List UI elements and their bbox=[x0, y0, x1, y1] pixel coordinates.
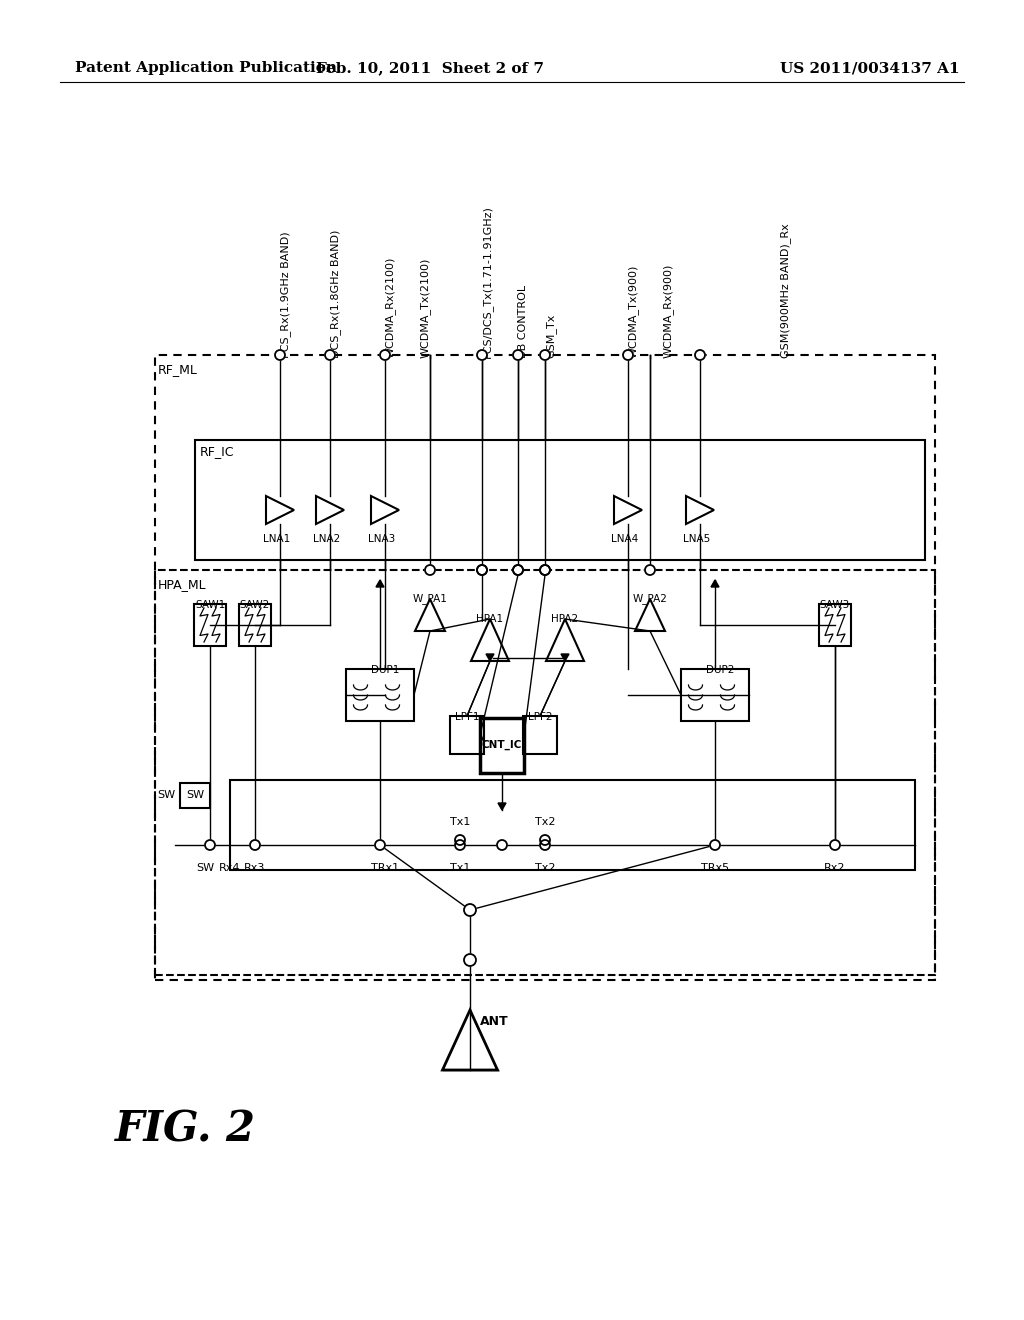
Circle shape bbox=[695, 350, 705, 360]
Circle shape bbox=[540, 840, 550, 850]
Text: LPF1: LPF1 bbox=[455, 711, 479, 722]
Text: LNA3: LNA3 bbox=[369, 535, 395, 544]
Circle shape bbox=[710, 840, 720, 850]
Text: W_PA2: W_PA2 bbox=[633, 593, 668, 605]
Text: W_PA1: W_PA1 bbox=[413, 593, 447, 605]
Circle shape bbox=[425, 565, 435, 576]
Text: LPF2: LPF2 bbox=[527, 711, 552, 722]
Text: GSM(900MHz BAND)_Rx: GSM(900MHz BAND)_Rx bbox=[780, 223, 791, 358]
Circle shape bbox=[513, 350, 523, 360]
Text: GSM_Tx: GSM_Tx bbox=[545, 314, 556, 358]
Text: LNA2: LNA2 bbox=[313, 535, 341, 544]
Circle shape bbox=[830, 840, 840, 850]
Text: SAW1: SAW1 bbox=[195, 601, 225, 610]
Text: LNA1: LNA1 bbox=[263, 535, 291, 544]
Circle shape bbox=[380, 350, 390, 360]
Text: Rx2: Rx2 bbox=[824, 863, 846, 873]
Circle shape bbox=[513, 565, 523, 576]
Circle shape bbox=[497, 840, 507, 850]
Circle shape bbox=[623, 350, 633, 360]
Text: DUP2: DUP2 bbox=[706, 665, 734, 675]
Bar bbox=[819, 605, 851, 645]
Circle shape bbox=[455, 840, 465, 850]
Text: WCDMA_Tx(2100): WCDMA_Tx(2100) bbox=[420, 257, 431, 358]
Circle shape bbox=[275, 350, 285, 360]
Text: FIG. 2: FIG. 2 bbox=[115, 1109, 256, 1151]
Bar bbox=[155, 355, 935, 979]
Text: TRx1: TRx1 bbox=[371, 863, 399, 873]
Circle shape bbox=[455, 836, 465, 845]
Circle shape bbox=[375, 840, 385, 850]
Bar bbox=[346, 669, 414, 721]
Bar bbox=[480, 718, 524, 772]
Polygon shape bbox=[376, 579, 384, 587]
Circle shape bbox=[540, 565, 550, 576]
Text: LNA4: LNA4 bbox=[611, 535, 639, 544]
Text: WCDMA_Rx(2100): WCDMA_Rx(2100) bbox=[385, 256, 396, 358]
Text: HPA2: HPA2 bbox=[552, 614, 579, 624]
Circle shape bbox=[477, 565, 487, 576]
Text: DUP1: DUP1 bbox=[371, 665, 399, 675]
Text: WCDMA_Tx(900): WCDMA_Tx(900) bbox=[628, 264, 639, 358]
Bar bbox=[239, 605, 271, 645]
Text: SAW3: SAW3 bbox=[820, 601, 850, 610]
Text: BB CONTROL: BB CONTROL bbox=[518, 285, 528, 358]
Circle shape bbox=[540, 350, 550, 360]
Text: Tx2: Tx2 bbox=[535, 817, 555, 828]
Circle shape bbox=[540, 565, 550, 576]
Circle shape bbox=[477, 350, 487, 360]
Polygon shape bbox=[498, 803, 506, 810]
Text: CNT_IC: CNT_IC bbox=[482, 741, 522, 750]
Bar bbox=[155, 570, 935, 975]
Text: HPA_ML: HPA_ML bbox=[158, 578, 207, 591]
Circle shape bbox=[205, 840, 215, 850]
Circle shape bbox=[464, 954, 476, 966]
Text: Feb. 10, 2011  Sheet 2 of 7: Feb. 10, 2011 Sheet 2 of 7 bbox=[316, 61, 544, 75]
Bar bbox=[450, 715, 484, 754]
Circle shape bbox=[464, 904, 476, 916]
Text: SW: SW bbox=[186, 789, 204, 800]
Text: SAW2: SAW2 bbox=[240, 601, 270, 610]
Bar bbox=[180, 783, 210, 808]
Text: DCS_Rx(1.8GHz BAND): DCS_Rx(1.8GHz BAND) bbox=[330, 230, 341, 358]
Text: PCS_Rx(1.9GHz BAND): PCS_Rx(1.9GHz BAND) bbox=[280, 231, 291, 358]
Text: LNA5: LNA5 bbox=[683, 535, 711, 544]
Circle shape bbox=[250, 840, 260, 850]
Text: ANT: ANT bbox=[480, 1015, 509, 1028]
Text: US 2011/0034137 A1: US 2011/0034137 A1 bbox=[780, 61, 961, 75]
Circle shape bbox=[540, 836, 550, 845]
Text: TRx5: TRx5 bbox=[701, 863, 729, 873]
Text: Tx2: Tx2 bbox=[535, 863, 555, 873]
Text: Rx4: Rx4 bbox=[219, 863, 241, 873]
Text: SW: SW bbox=[157, 789, 175, 800]
Circle shape bbox=[645, 565, 655, 576]
Text: Patent Application Publication: Patent Application Publication bbox=[75, 61, 337, 75]
Text: RF_ML: RF_ML bbox=[158, 363, 198, 376]
Text: Tx1: Tx1 bbox=[450, 817, 470, 828]
Bar bbox=[195, 440, 925, 560]
Polygon shape bbox=[486, 653, 494, 661]
Bar bbox=[194, 605, 226, 645]
Bar bbox=[681, 669, 749, 721]
Text: Rx3: Rx3 bbox=[245, 863, 265, 873]
Circle shape bbox=[477, 565, 487, 576]
Text: WCDMA_Rx(900): WCDMA_Rx(900) bbox=[663, 264, 674, 358]
Text: PCS/DCS_Tx(1.71-1.91GHz): PCS/DCS_Tx(1.71-1.91GHz) bbox=[482, 205, 493, 358]
Bar bbox=[230, 780, 915, 870]
Polygon shape bbox=[561, 653, 569, 661]
Bar bbox=[523, 715, 557, 754]
Text: HPA1: HPA1 bbox=[476, 614, 504, 624]
Text: RF_IC: RF_IC bbox=[200, 446, 234, 458]
Text: Tx1: Tx1 bbox=[450, 863, 470, 873]
Text: SW: SW bbox=[196, 863, 214, 873]
Polygon shape bbox=[711, 579, 719, 587]
Circle shape bbox=[513, 565, 523, 576]
Circle shape bbox=[325, 350, 335, 360]
